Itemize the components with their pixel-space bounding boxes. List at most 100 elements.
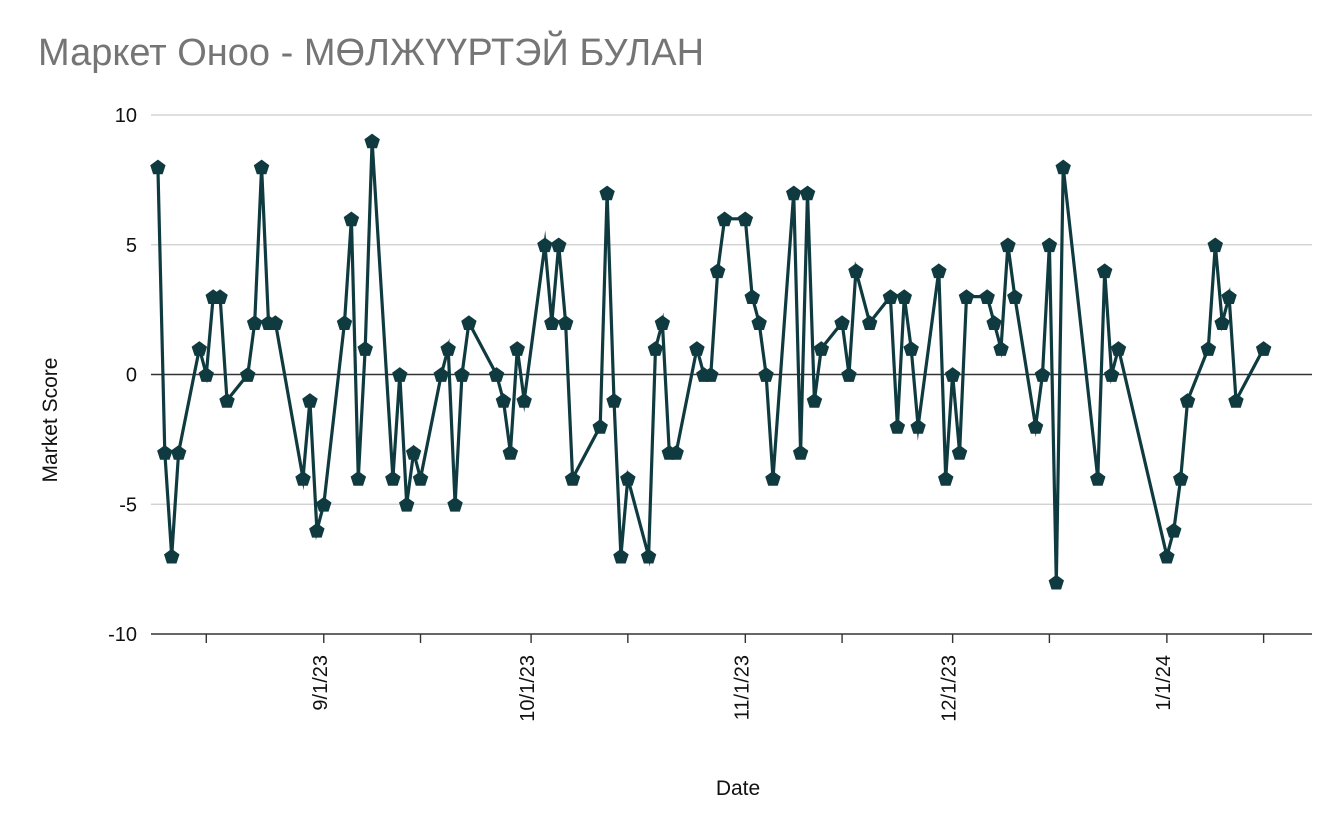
data-point-marker <box>744 289 760 304</box>
data-point-marker <box>1221 289 1237 304</box>
data-point-marker <box>454 367 470 382</box>
data-point-marker <box>862 315 878 330</box>
data-point-marker <box>1055 159 1071 175</box>
y-axis-title: Market Score <box>39 358 62 483</box>
data-point-marker <box>944 367 961 382</box>
data-point-marker <box>1000 237 1016 253</box>
data-point-marker <box>737 211 754 227</box>
y-tick-label: -5 <box>119 494 137 516</box>
data-point-marker <box>1179 393 1196 408</box>
data-point-marker <box>516 393 532 408</box>
y-tick-label: 10 <box>115 105 137 127</box>
data-point-marker <box>1214 315 1230 330</box>
data-point-marker <box>806 393 823 408</box>
data-point-marker <box>150 159 166 175</box>
data-point-marker <box>834 315 850 330</box>
data-point-marker <box>399 496 415 512</box>
data-point-marker <box>350 470 367 486</box>
data-point-marker <box>164 548 180 564</box>
data-point-marker <box>336 315 353 330</box>
data-point-marker <box>903 341 919 356</box>
data-point-marker <box>198 367 214 382</box>
x-tick-label: 11/1/23 <box>731 655 753 720</box>
data-point-marker <box>440 341 456 356</box>
data-point-marker <box>433 367 449 382</box>
data-point-marker <box>799 185 816 201</box>
data-point-marker <box>606 393 622 408</box>
data-point-marker <box>938 470 954 486</box>
data-point-marker <box>709 263 726 279</box>
data-point-marker <box>765 470 781 486</box>
data-point-marker <box>1207 237 1223 253</box>
data-point-marker <box>910 419 926 434</box>
data-point-marker <box>412 470 429 486</box>
data-point-marker <box>654 315 671 330</box>
data-point-marker <box>343 211 360 227</box>
x-tick-label: 12/1/23 <box>939 655 961 722</box>
data-point-marker <box>993 341 1009 356</box>
data-point-marker <box>509 341 525 356</box>
x-tick-labels: 9/1/23 10/1/23 11/1/23 12/1/23 1/1/24 <box>310 655 1175 722</box>
data-point-marker <box>1200 341 1217 356</box>
data-point-marker <box>246 315 263 330</box>
data-point-marker <box>1027 419 1044 434</box>
data-point-marker <box>357 341 373 356</box>
data-point-marker <box>461 315 477 330</box>
data-point-marker <box>599 185 615 201</box>
data-point-marker <box>1096 263 1113 279</box>
data-point-marker <box>502 445 519 460</box>
series <box>156 140 1266 583</box>
data-point-marker <box>1159 548 1175 564</box>
data-point-marker <box>751 315 767 330</box>
data-point-marker <box>716 211 733 227</box>
x-tick-label: 1/1/24 <box>1153 655 1175 711</box>
series-line <box>156 140 1266 583</box>
chart-title: Маркет Оноо - МӨЛЖҮҮРТЭЙ БУЛАН <box>38 32 705 74</box>
data-point-marker <box>958 289 975 304</box>
y-tick-labels: 10 5 0 -5 -10 <box>108 105 137 646</box>
data-point-marker <box>786 185 802 201</box>
data-point-marker <box>1110 341 1127 356</box>
data-point-marker <box>979 289 995 304</box>
data-point-marker <box>1228 393 1244 408</box>
data-point-marker <box>689 341 705 356</box>
data-point-marker <box>240 367 256 382</box>
data-point-marker <box>882 289 899 304</box>
data-point-marker <box>640 548 657 564</box>
data-point-marker <box>564 470 581 486</box>
data-point-marker <box>157 445 173 460</box>
data-point-marker <box>495 393 512 408</box>
data-point-marker <box>813 341 830 356</box>
data-point-marker <box>551 237 567 253</box>
data-point-marker <box>295 470 311 486</box>
data-point-marker <box>758 367 774 382</box>
data-point-marker <box>364 133 380 149</box>
data-point-marker <box>951 445 968 460</box>
data-point-marker <box>613 548 629 564</box>
data-point-marker <box>1166 522 1182 538</box>
x-axis-title: Date <box>716 777 760 800</box>
data-point-marker <box>889 419 906 434</box>
data-points <box>150 133 1272 590</box>
data-point-marker <box>931 263 947 279</box>
data-point-marker <box>302 393 318 408</box>
data-point-marker <box>392 367 408 382</box>
data-point-marker <box>1255 341 1272 356</box>
data-point-marker <box>537 237 553 253</box>
grid-lines <box>151 114 1312 505</box>
data-point-marker <box>1041 237 1058 253</box>
data-point-marker <box>309 522 325 538</box>
data-point-marker <box>841 367 857 382</box>
data-point-marker <box>447 496 463 512</box>
data-point-marker <box>703 367 719 382</box>
data-point-marker <box>668 445 684 460</box>
data-point-marker <box>219 393 235 408</box>
data-point-marker <box>267 315 284 330</box>
data-point-marker <box>896 289 912 304</box>
data-point-marker <box>385 470 401 486</box>
data-point-marker <box>592 419 608 434</box>
data-point-marker <box>253 159 270 175</box>
data-point-marker <box>544 315 560 330</box>
data-point-marker <box>848 263 864 279</box>
